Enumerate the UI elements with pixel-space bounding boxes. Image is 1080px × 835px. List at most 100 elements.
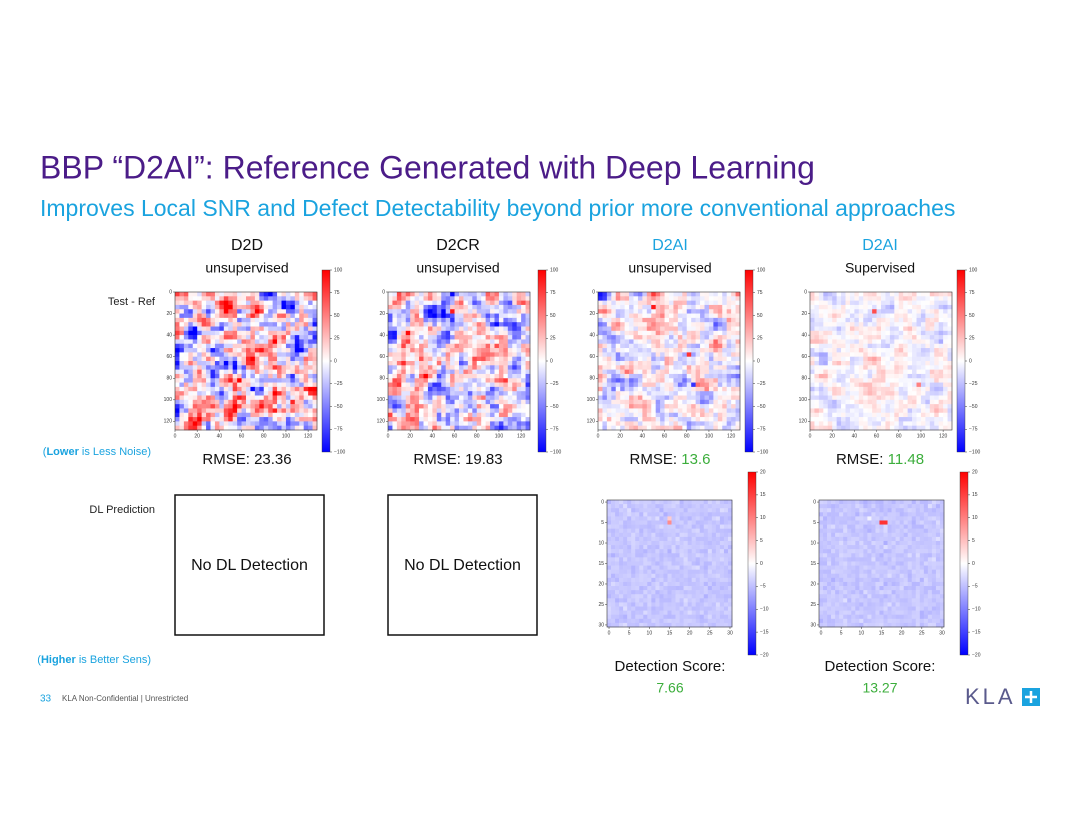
pixel [454, 417, 460, 422]
pixel [467, 421, 473, 426]
pixel [476, 395, 482, 401]
pixel [419, 330, 424, 336]
pixel [854, 369, 860, 375]
pixel [290, 296, 296, 301]
pixel [671, 540, 676, 546]
pixel [663, 622, 668, 628]
pixel [881, 313, 886, 319]
pixel [711, 573, 717, 579]
pixel [277, 382, 282, 388]
pixel [606, 339, 612, 345]
pixel [686, 348, 692, 353]
pixel [673, 365, 679, 370]
pixel [683, 524, 688, 529]
pixel [602, 421, 608, 426]
pixel [241, 317, 247, 323]
pixel [925, 352, 931, 357]
pixel [450, 343, 455, 349]
pixel [867, 365, 873, 370]
pixel [711, 524, 717, 529]
pixel [454, 391, 460, 396]
pixel [929, 304, 935, 310]
y-tick-label: 0 [382, 289, 385, 295]
pixel [695, 373, 701, 379]
colorbar-tick-label: 75 [757, 290, 763, 296]
pixel [832, 369, 837, 375]
pixel [606, 317, 612, 323]
pixel [717, 326, 723, 332]
pixel [472, 300, 478, 306]
pixel [263, 348, 269, 353]
pixel [655, 598, 660, 603]
pixel [197, 365, 202, 370]
pixel [677, 309, 683, 314]
pixel [481, 365, 486, 370]
pixel [818, 352, 824, 357]
pixel [889, 369, 895, 375]
pixel [832, 317, 837, 323]
pixel [679, 565, 684, 570]
pixel [711, 512, 717, 517]
page-number: 33 [40, 694, 52, 705]
pixel [419, 386, 424, 392]
pixel [627, 520, 632, 525]
pixel [677, 386, 683, 392]
x-tick-label: 80 [261, 433, 267, 439]
pixel [683, 520, 688, 525]
pixel [646, 292, 652, 297]
pixel [620, 313, 625, 319]
pixel [392, 417, 398, 422]
pixel [929, 317, 935, 323]
pixel [713, 352, 719, 357]
pixel [637, 378, 643, 383]
pixel [637, 326, 643, 332]
pixel [629, 348, 634, 353]
pixel [481, 391, 486, 396]
pixel [241, 408, 247, 414]
pixel [214, 395, 220, 401]
pixel [643, 524, 648, 529]
pixel [704, 304, 710, 310]
pixel [427, 330, 433, 336]
pixel [507, 365, 513, 370]
pixel [659, 516, 664, 521]
pixel [659, 618, 664, 624]
pixel [726, 343, 732, 349]
pixel [695, 606, 701, 611]
pixel [259, 369, 265, 375]
pixel [602, 322, 608, 327]
pixel [624, 417, 630, 422]
pixel [637, 352, 643, 357]
pixel [485, 296, 491, 301]
pixel [392, 369, 398, 375]
pixel [485, 335, 491, 340]
pixel [631, 622, 636, 628]
pixel [651, 606, 656, 611]
pixel [467, 317, 473, 323]
pixel [889, 348, 895, 353]
pixel [647, 594, 652, 599]
pixel [635, 512, 640, 517]
pixel [450, 412, 455, 418]
pixel [703, 590, 709, 595]
pixel [639, 508, 644, 513]
pixel [485, 365, 491, 370]
pixel [463, 313, 469, 319]
pixel [703, 565, 709, 570]
pixel [707, 602, 713, 607]
pixel [611, 569, 616, 575]
pixel [206, 408, 211, 414]
pixel [201, 304, 207, 310]
pixel [512, 421, 517, 426]
pixel [472, 425, 478, 431]
pixel [687, 536, 692, 542]
pixel [629, 408, 634, 414]
pixel [667, 569, 672, 575]
pixel [246, 378, 251, 383]
pixel [427, 408, 433, 414]
pixel [308, 292, 313, 297]
pixel [427, 352, 433, 357]
pixel [679, 598, 684, 603]
pixel [719, 549, 725, 554]
pixel [290, 408, 296, 414]
